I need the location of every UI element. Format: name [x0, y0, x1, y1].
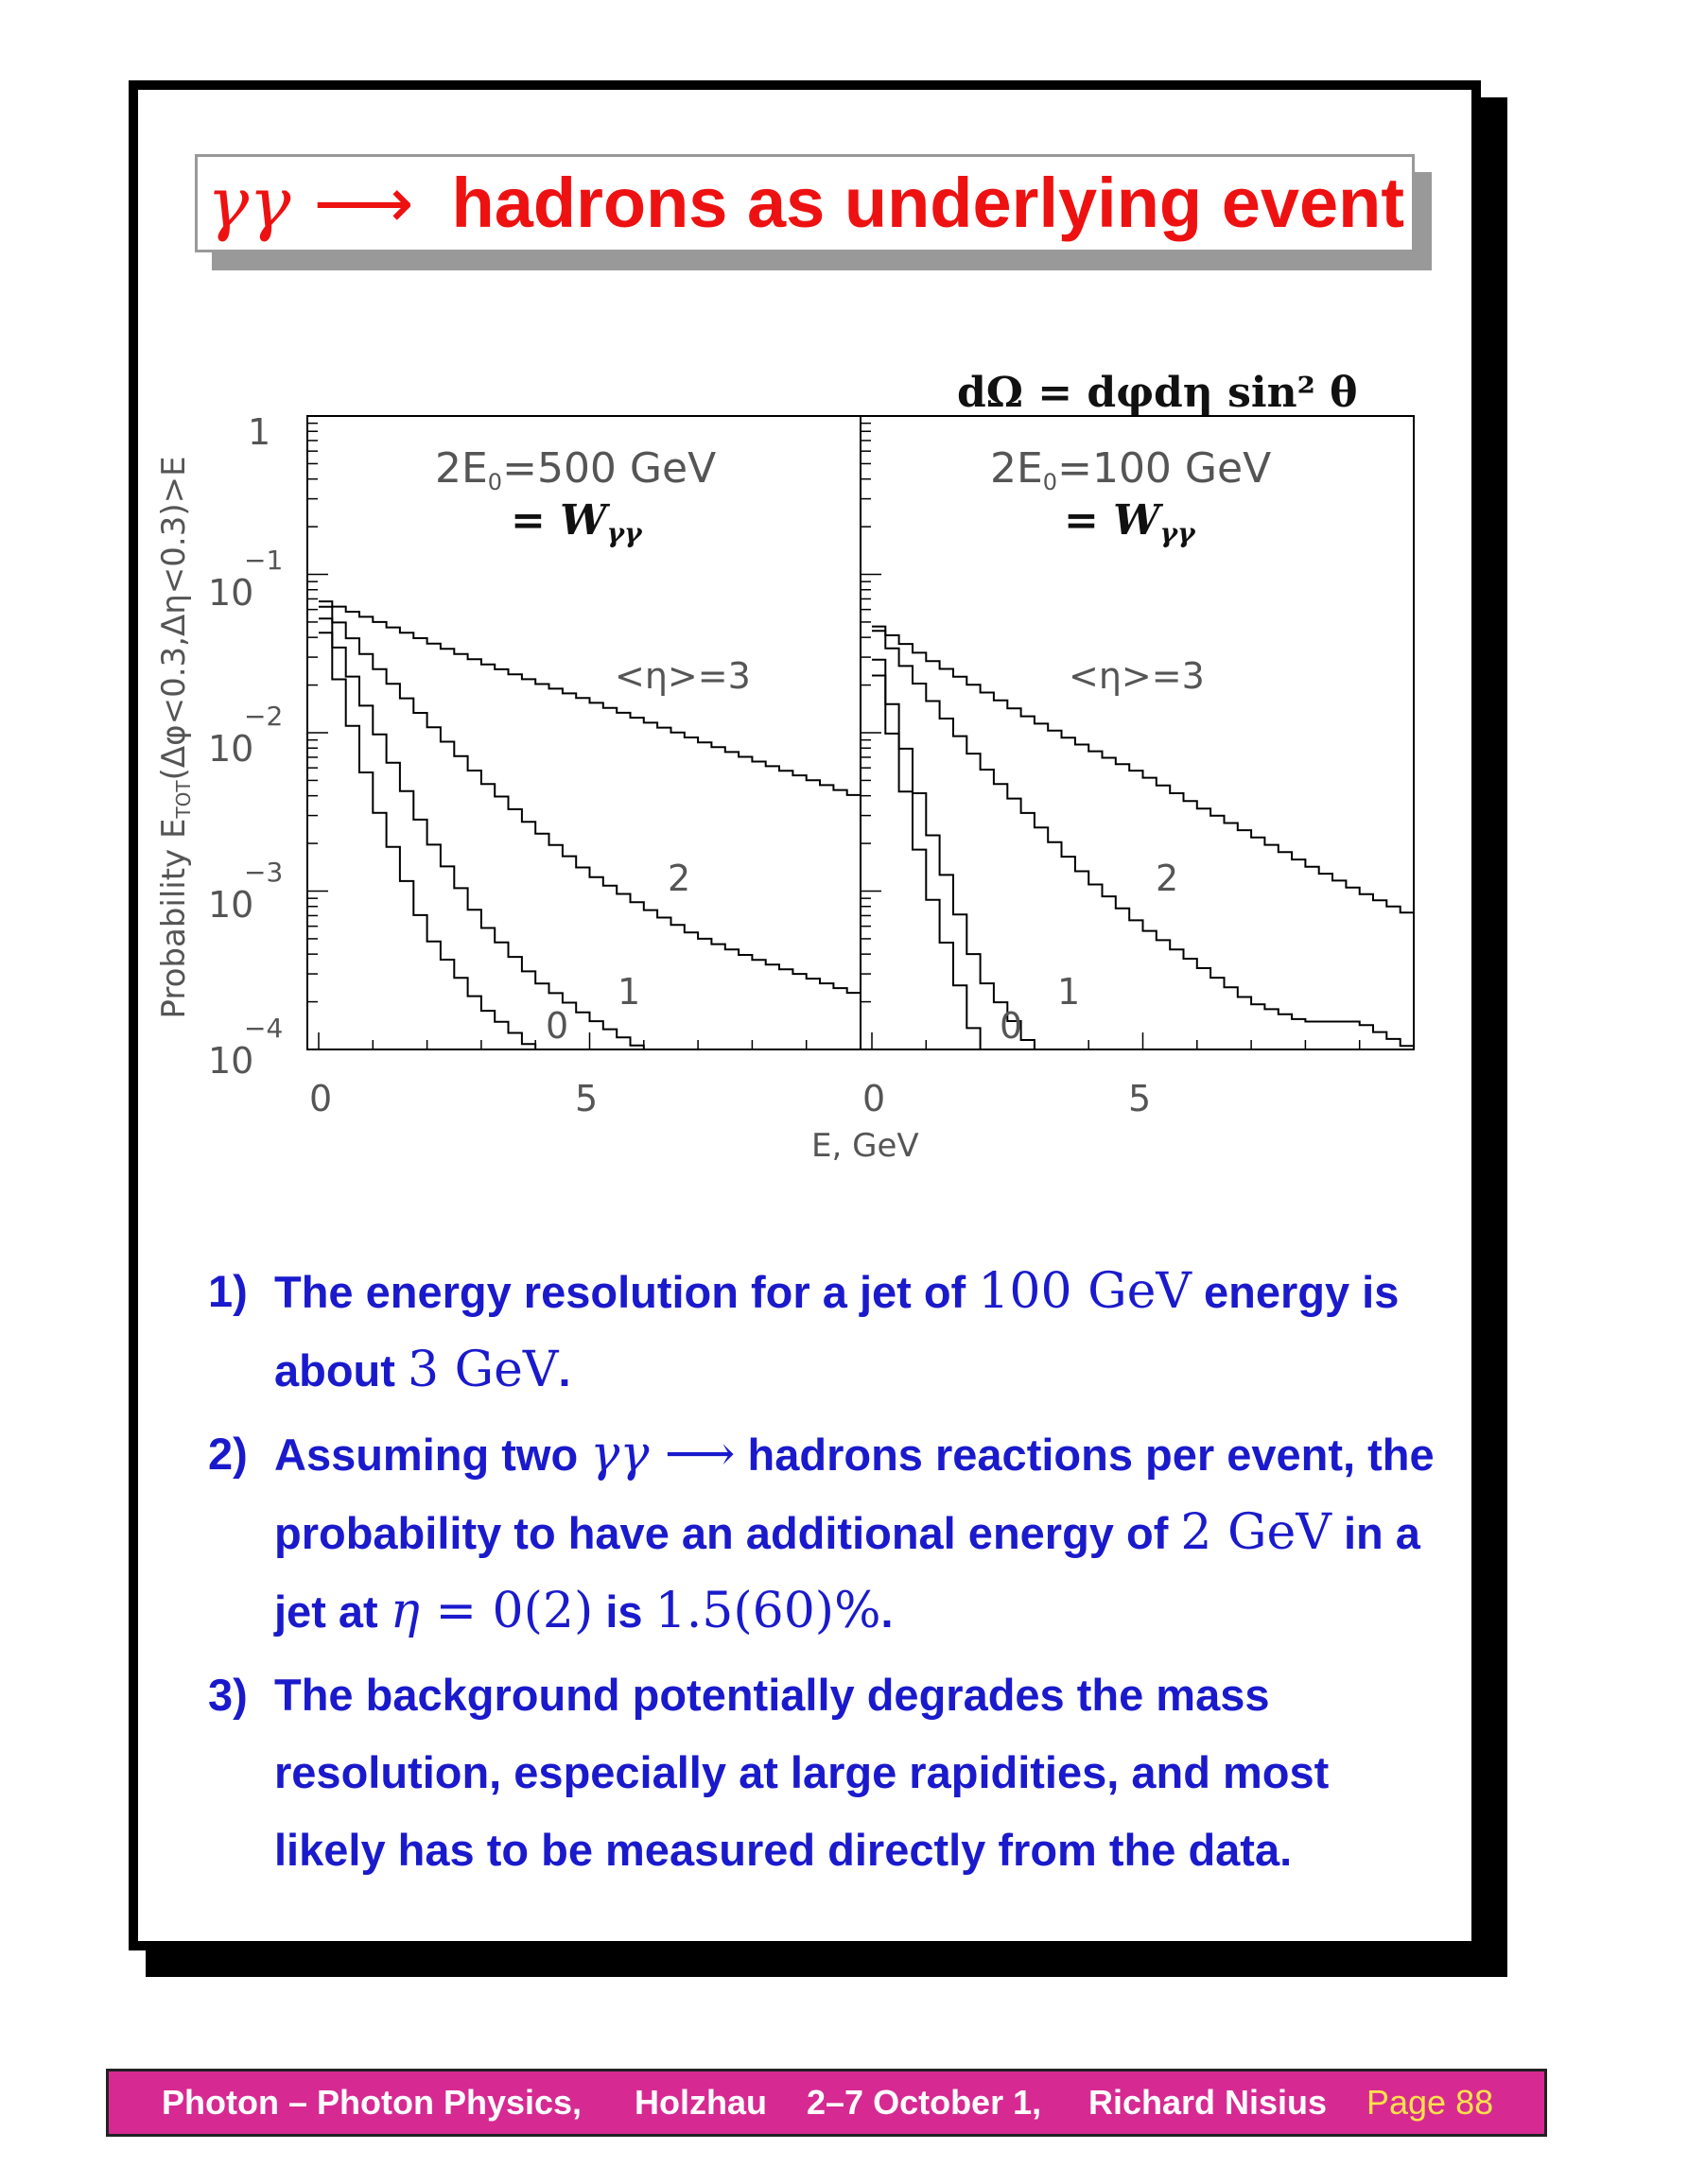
- x-tick-5-right: 5: [1128, 1078, 1151, 1119]
- footer-place: Holzhau: [635, 2083, 767, 2122]
- svg-text:10: 10: [208, 1040, 253, 1082]
- label-eta-3-right: <η>=3: [1069, 655, 1205, 697]
- probability-figure: dΩ = dφdη sin² θ Probability ETOT(Δφ<0.3…: [155, 369, 1415, 1165]
- curves: [319, 600, 1415, 1049]
- label-eta-2-left: 2: [668, 858, 690, 899]
- x-tick-5-left: 5: [575, 1078, 598, 1119]
- findings-list: 1) The energy resolution for a jet of 10…: [208, 1253, 1437, 1889]
- y-tick-1e-2: 10 −2: [208, 701, 283, 770]
- curve-eta0-panel-1: [319, 632, 537, 1049]
- footer-date: 2–7 October 1,: [807, 2083, 1042, 2122]
- curve-eta0-panel-2: [872, 674, 982, 1049]
- right-panel-energy: 2E0=100 GeV: [990, 444, 1271, 495]
- list-item: 2) Assuming two γγ ⟶ hadrons reactions p…: [208, 1426, 1435, 1639]
- label-eta-0-right: 0: [1000, 1005, 1022, 1047]
- label-eta-0-left: 0: [546, 1005, 568, 1047]
- slide-title-box: γγ ⟶ hadrons as underlying event: [195, 154, 1415, 252]
- list-item: 3) The background potentially degrades t…: [208, 1670, 1330, 1875]
- curve-eta3-panel-2: [872, 625, 1414, 914]
- left-panel-w: = Wγγ: [511, 496, 643, 548]
- curve-eta2-panel-1: [319, 605, 861, 995]
- title-text: hadrons as underlying event: [451, 164, 1405, 242]
- y-tick-1e-3: 10 −3: [208, 857, 283, 926]
- x-tick-0-right: 0: [862, 1078, 885, 1119]
- svg-text:−1: −1: [244, 545, 283, 576]
- svg-text:−4: −4: [244, 1013, 283, 1044]
- curve-eta2-panel-2: [872, 630, 1415, 1049]
- curve-eta3-panel-1: [319, 600, 861, 796]
- slide-frame: [129, 80, 1481, 1950]
- title-gamma-gamma: γγ: [207, 163, 291, 244]
- y-tick-1: 1: [248, 411, 270, 453]
- footer-author: Richard Nisius: [1088, 2083, 1328, 2122]
- curve-eta1-panel-1: [319, 617, 645, 1049]
- label-eta-2-right: 2: [1156, 858, 1178, 899]
- y-axis-label: Probability ETOT(Δφ<0.3,Δη<0.3)>E: [155, 456, 195, 1018]
- svg-text:−3: −3: [244, 857, 283, 888]
- x-tick-0-left: 0: [309, 1078, 332, 1119]
- svg-text:10: 10: [208, 728, 253, 770]
- x-axis-label: E, GeV: [811, 1127, 919, 1165]
- label-eta-1-right: 1: [1057, 971, 1080, 1013]
- svg-text:10: 10: [208, 884, 253, 926]
- solid-angle-formula: dΩ = dφdη sin² θ: [957, 369, 1358, 417]
- left-panel-energy: 2E0=500 GeV: [435, 444, 716, 495]
- svg-text:−2: −2: [244, 701, 283, 732]
- label-eta-3-left: <η>=3: [615, 655, 751, 697]
- right-panel-w: = Wγγ: [1064, 496, 1196, 548]
- label-eta-1-left: 1: [618, 971, 640, 1013]
- title-arrow: ⟶: [313, 163, 414, 244]
- footer-title: Photon – Photon Physics,: [162, 2083, 583, 2122]
- slide-title: γγ ⟶ hadrons as underlying event: [207, 157, 1404, 250]
- axis-ticks: [307, 422, 1415, 1050]
- list-item: 1) The energy resolution for a jet of 10…: [208, 1263, 1400, 1398]
- footer-bar: Photon – Photon Physics, Holzhau 2–7 Oct…: [106, 2069, 1547, 2137]
- y-tick-1e-4: 10 −4: [208, 1013, 283, 1082]
- y-tick-1e-1: 10 −1: [208, 545, 283, 614]
- footer-page: Page 88: [1366, 2083, 1494, 2122]
- svg-text:10: 10: [208, 572, 253, 614]
